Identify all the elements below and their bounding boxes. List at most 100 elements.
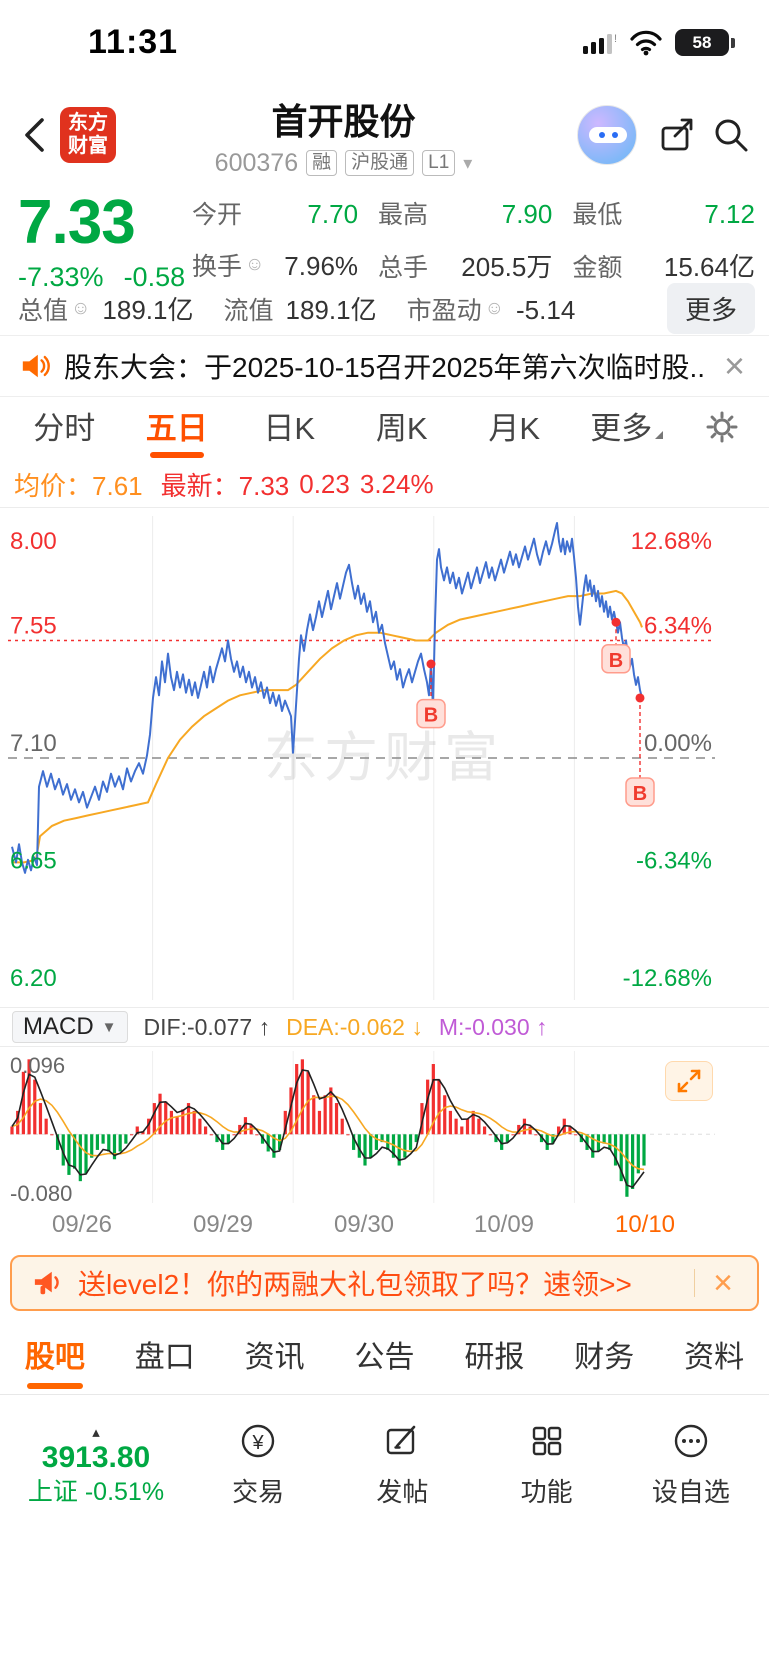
stock-code: 600376 bbox=[214, 148, 299, 177]
latest-pct: 3.24% bbox=[359, 468, 434, 499]
nav-trade-button[interactable]: ¥ 交易 bbox=[186, 1421, 330, 1509]
tab-announcements[interactable]: 公告 bbox=[354, 1340, 415, 1374]
wifi-icon bbox=[630, 30, 662, 56]
stat-high: 最高 7.90 bbox=[378, 199, 553, 229]
macd-dif-value: DIF:-0.077 ↑ bbox=[143, 1013, 271, 1040]
svg-text:-6.34%: -6.34% bbox=[636, 848, 712, 875]
battery-icon: 58 bbox=[675, 29, 735, 56]
avg-price: 7.61 bbox=[92, 470, 143, 501]
tab-financials[interactable]: 财务 bbox=[574, 1340, 635, 1374]
ticker-text[interactable]: 股东大会：于2025-10-15召开2025年第六次临时股... bbox=[64, 352, 706, 383]
nav-features-button[interactable]: 功能 bbox=[475, 1421, 619, 1509]
macd-m-value: M:-0.030 ↑ bbox=[438, 1013, 548, 1040]
info-icon[interactable]: ☺ bbox=[71, 298, 91, 319]
tab-news[interactable]: 资讯 bbox=[244, 1340, 305, 1374]
back-icon[interactable] bbox=[18, 113, 56, 157]
tab-monthly-k[interactable]: 月K bbox=[488, 411, 541, 446]
tab-minute[interactable]: 分时 bbox=[33, 411, 96, 446]
stat-turnover-rate: 换手 ☺ 7.96% bbox=[192, 251, 359, 281]
status-time: 11:31 bbox=[88, 23, 179, 61]
speaker-icon bbox=[22, 354, 50, 378]
promo-text[interactable]: 送level2！你的两融大礼包领取了吗？速领>> bbox=[78, 1269, 632, 1300]
megaphone-icon bbox=[34, 1271, 59, 1295]
ticker-close-icon[interactable]: × bbox=[723, 345, 745, 386]
info-icon[interactable]: ☺ bbox=[245, 254, 265, 275]
chevron-down-icon[interactable]: ▾ bbox=[463, 152, 473, 173]
avg-latest-row: 均价：7.61 最新：7.33 0.23 3.24% bbox=[14, 468, 434, 501]
stock-title-block: 首开股份 600376 融 沪股通 L1 ▾ bbox=[116, 93, 571, 178]
promo-close-icon[interactable]: × bbox=[713, 1263, 733, 1302]
svg-text:!: ! bbox=[614, 33, 617, 45]
five-day-price-chart[interactable]: 东方财富 B B B 8.00 12.68% 7.55 6.34% 7.10 0.00% 6.65-… bbox=[0, 507, 769, 1007]
gear-icon bbox=[706, 411, 738, 442]
svg-text:B: B bbox=[424, 705, 438, 727]
macd-chart[interactable]: 0.096 -0.080 bbox=[0, 1047, 769, 1207]
svg-text:6.34%: 6.34% bbox=[644, 613, 712, 640]
chart-tab-bar: 分时 五日 日K 周K 月K 更多 bbox=[0, 397, 769, 461]
index-quote-button[interactable]: ▴ 3913.80 上证 -0.51% bbox=[6, 1424, 186, 1507]
more-stats-button[interactable]: 更多 bbox=[666, 283, 755, 334]
tab-order-book[interactable]: 盘口 bbox=[134, 1340, 195, 1374]
tab-forum[interactable]: 股吧 bbox=[0, 1321, 110, 1395]
fullscreen-button[interactable] bbox=[665, 1061, 713, 1101]
chart-settings-button[interactable] bbox=[683, 411, 761, 448]
date-label: 09/29 bbox=[192, 1211, 254, 1238]
status-bar: 11:31 ! 58 bbox=[0, 0, 769, 85]
battery-percent: 58 bbox=[692, 32, 712, 52]
svg-text:B: B bbox=[609, 650, 623, 672]
header: 东方 财富 首开股份 600376 融 沪股通 L1 ▾ bbox=[0, 85, 769, 185]
svg-text:12.68%: 12.68% bbox=[631, 528, 712, 555]
bottom-nav: ▴ 3913.80 上证 -0.51% ¥ 交易 发帖 bbox=[0, 1395, 769, 1535]
stat-amount: 金额 15.64亿 bbox=[572, 252, 755, 282]
tab-daily-k[interactable]: 日K bbox=[263, 411, 316, 446]
watchlist-icon bbox=[674, 1424, 708, 1458]
date-label: 10/09 bbox=[473, 1211, 535, 1238]
svg-text:B: B bbox=[633, 783, 647, 805]
index-change: 上证 -0.51% bbox=[27, 1477, 165, 1506]
latest-change: 0.23 bbox=[299, 468, 350, 499]
stat-volume: 总手 205.5万 bbox=[378, 252, 553, 282]
tab-weekly-k[interactable]: 周K bbox=[375, 411, 428, 446]
grid-icon bbox=[532, 1426, 561, 1456]
expand-icon bbox=[677, 1069, 701, 1093]
latest-price: 7.33 bbox=[238, 470, 290, 501]
date-axis: 09/26 09/29 09/30 10/09 10/10 bbox=[0, 1207, 769, 1245]
last-price: 7.33 bbox=[18, 188, 136, 257]
indicator-dropdown[interactable]: MACD ▼ bbox=[12, 1011, 128, 1043]
hugutong-badge: 沪股通 bbox=[345, 150, 415, 176]
stat-float-cap: 流值 189.1亿 bbox=[223, 295, 377, 325]
date-label: 09/30 bbox=[333, 1211, 395, 1238]
tab-profile[interactable]: 资料 bbox=[684, 1340, 745, 1374]
nav-post-button[interactable]: 发帖 bbox=[330, 1421, 474, 1509]
svg-text:7.10: 7.10 bbox=[10, 730, 57, 757]
search-icon[interactable] bbox=[711, 115, 751, 155]
caret-up-icon: ▴ bbox=[92, 1423, 100, 1441]
index-value: 3913.80 bbox=[41, 1441, 151, 1474]
svg-text:6.20: 6.20 bbox=[10, 965, 57, 992]
tab-more[interactable]: 更多 bbox=[571, 397, 684, 461]
stat-low: 最低 7.12 bbox=[572, 199, 755, 229]
macd-dea-value: DEA:-0.062 ↓ bbox=[286, 1013, 423, 1040]
svg-text:-12.68%: -12.68% bbox=[623, 965, 712, 992]
tab-five-day[interactable]: 五日 bbox=[121, 397, 234, 461]
change-percent: -7.33% bbox=[18, 262, 104, 292]
indicator-header: MACD ▼ DIF:-0.077 ↑ DEA:-0.062 ↓ M:-0.030… bbox=[0, 1007, 769, 1047]
stat-market-cap: 总值 ☺ 189.1亿 bbox=[18, 295, 194, 325]
info-icon[interactable]: ☺ bbox=[484, 297, 505, 319]
stat-open: 今开 7.70 bbox=[192, 199, 359, 229]
assistant-avatar[interactable] bbox=[577, 105, 637, 165]
change-amount: -0.58 bbox=[123, 262, 186, 292]
news-ticker[interactable]: 股东大会：于2025-10-15召开2025年第六次临时股... × bbox=[0, 335, 769, 397]
date-label: 09/26 bbox=[51, 1211, 113, 1238]
stat-pe-ratio: 市盈动 ☺ -5.14 bbox=[406, 294, 576, 325]
tab-research[interactable]: 研报 bbox=[464, 1340, 525, 1374]
nav-watchlist-button[interactable]: 设自选 bbox=[619, 1421, 763, 1509]
share-icon[interactable] bbox=[657, 115, 697, 155]
quote-level-badge: L1 bbox=[422, 150, 456, 176]
cellular-signal-icon: ! bbox=[583, 33, 617, 54]
post-pencil-icon bbox=[387, 1425, 416, 1455]
promo-banner[interactable]: 送level2！你的两融大礼包领取了吗？速领>> × bbox=[10, 1255, 759, 1311]
svg-text:0.096: 0.096 bbox=[10, 1053, 65, 1078]
